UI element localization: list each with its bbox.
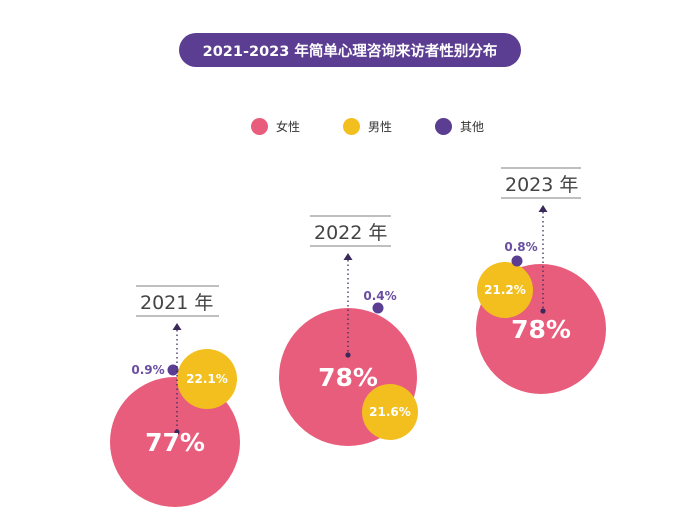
legend-dot-female	[251, 117, 268, 135]
other-label-2: 0.8%	[504, 240, 537, 254]
legend-item-male: 男性	[343, 117, 392, 135]
male-bubble-0	[177, 349, 237, 409]
male-label-1: 21.6%	[369, 405, 411, 419]
male-label-2: 21.2%	[484, 283, 526, 297]
year-label-0: 2021 年	[140, 292, 213, 314]
female-label-1: 78%	[318, 363, 378, 392]
other-label-1: 0.4%	[363, 289, 396, 303]
legend-dot-male	[343, 117, 360, 135]
male-bubble-2	[477, 262, 533, 318]
leader-dot-1	[345, 352, 351, 358]
leader-arrow-0	[172, 323, 182, 330]
other-bubble-2	[511, 255, 523, 267]
female-bubble-0	[110, 377, 240, 507]
legend-label-other: 其他	[460, 119, 485, 134]
year-label-2: 2023 年	[505, 174, 578, 196]
other-bubble-0	[167, 364, 179, 376]
male-label-0: 22.1%	[186, 372, 228, 386]
chart-title: 2021-2023 年简单心理咨询来访者性别分布	[179, 33, 521, 67]
leader-dot-2	[540, 308, 546, 314]
leader-dot-0	[174, 429, 180, 435]
male-bubble-1	[362, 384, 418, 440]
other-bubble-1	[372, 302, 384, 314]
legend-label-female: 女性	[276, 119, 301, 134]
legend-item-female: 女性	[251, 117, 300, 135]
female-label-0: 77%	[145, 428, 205, 457]
other-label-0: 0.9%	[131, 363, 164, 377]
legend-label-male: 男性	[368, 119, 393, 134]
legend-dot-other	[435, 117, 452, 135]
year-label-1: 2022 年	[314, 222, 387, 244]
legend-item-other: 其他	[435, 117, 484, 135]
female-label-2: 78%	[511, 315, 571, 344]
leader-arrow-1	[343, 253, 353, 260]
leader-arrow-2	[538, 205, 548, 212]
